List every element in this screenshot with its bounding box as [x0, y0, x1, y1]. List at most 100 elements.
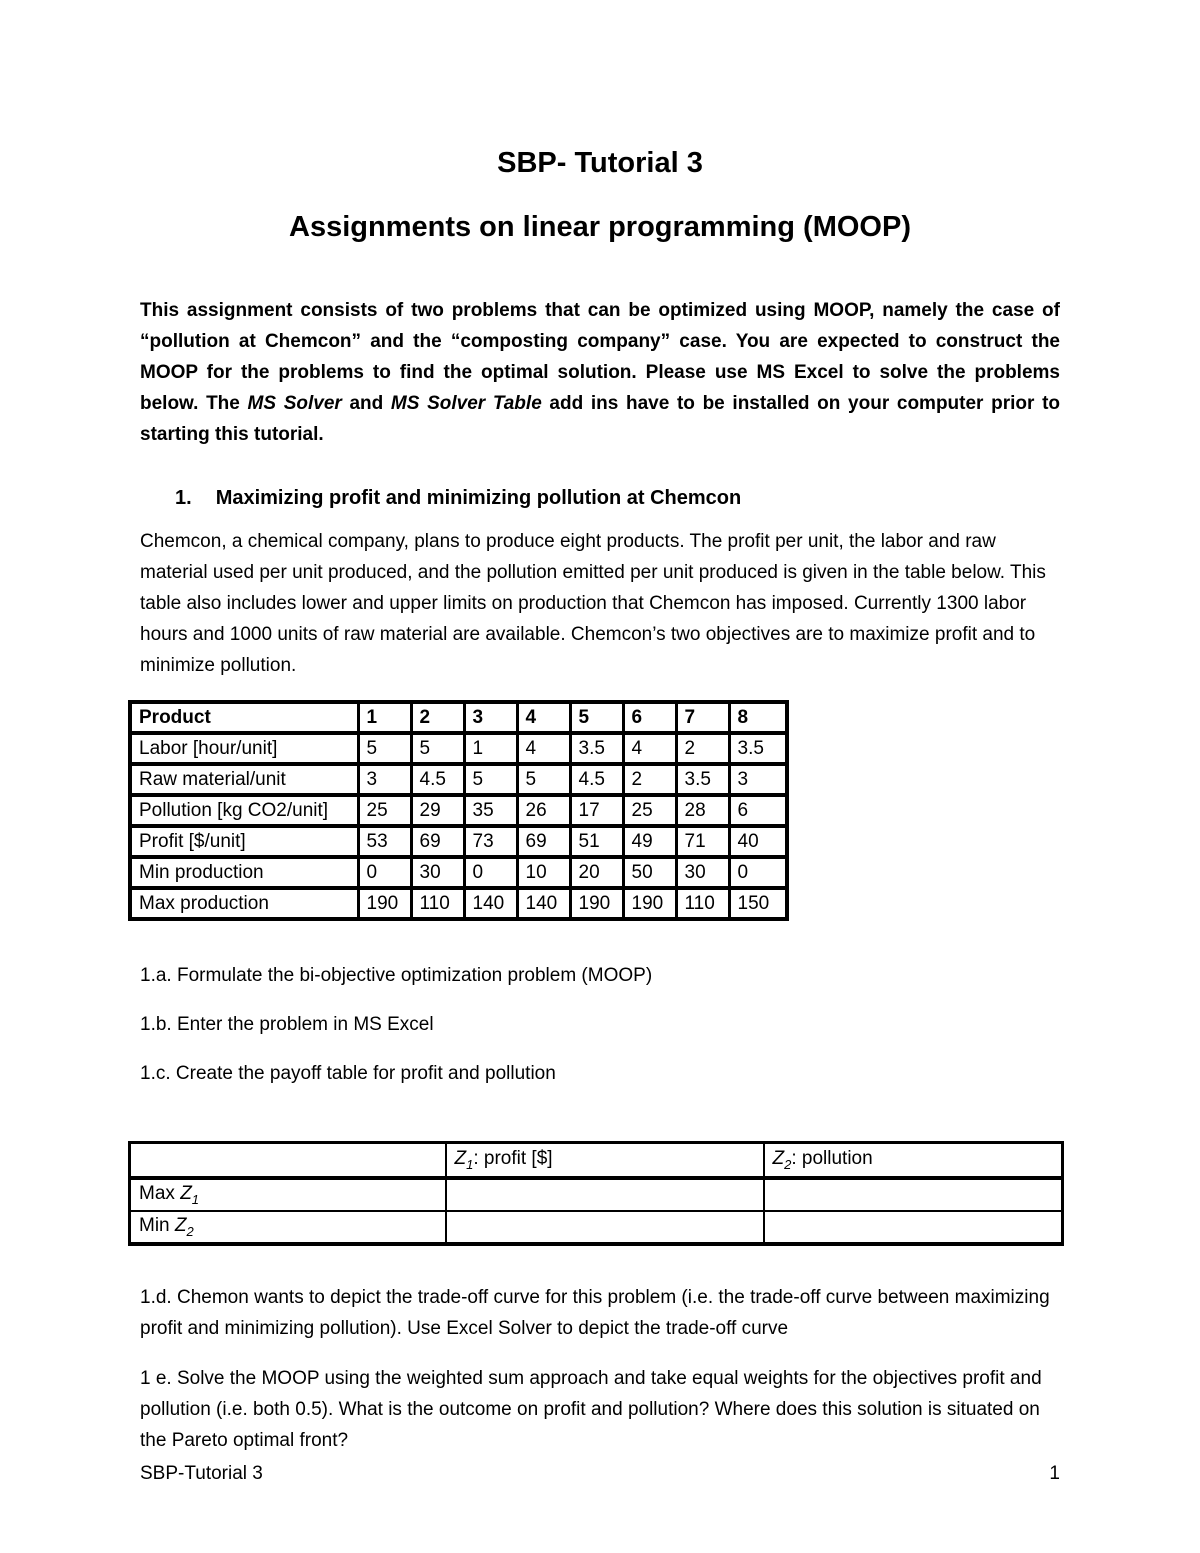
- cell-value: 4: [621, 731, 678, 766]
- cell-value: 53: [356, 824, 413, 859]
- z1-subscript: 1: [191, 1191, 200, 1207]
- payoff-header-pollution: Z2: pollution: [762, 1141, 1064, 1180]
- cell-value: 17: [568, 793, 625, 828]
- intro-text-3: add ins have to be installed on your com…: [140, 393, 1061, 445]
- payoff-empty-cell: [444, 1177, 765, 1212]
- table-row-max-production: Max production 190 110 140 140 190 190 1…: [128, 886, 789, 921]
- payoff-row-label: Max Z1: [128, 1177, 447, 1212]
- cell-value: 5: [462, 762, 519, 797]
- z1-subscript: 1: [466, 1156, 474, 1172]
- cell-value: 190: [621, 886, 678, 921]
- cell-value: 4: [515, 731, 572, 766]
- cell-value: 51: [568, 824, 625, 859]
- cell-value: 20: [568, 855, 625, 890]
- cell-value: 0: [356, 855, 413, 890]
- footer-page-number: 1: [1049, 1463, 1060, 1484]
- cell-value: 4.5: [409, 762, 466, 797]
- cell-value: 30: [674, 855, 731, 890]
- z1-symbol: Z: [454, 1148, 467, 1170]
- table-row-labor: Labor [hour/unit] 5 5 1 4 3.5 4 2 3.5: [128, 731, 789, 766]
- section-1-number: 1.: [175, 487, 192, 509]
- cell-value: 73: [462, 824, 519, 859]
- product-table-header-row: Product 1 2 3 4 5 6 7 8: [128, 700, 789, 735]
- product-col-header: 1: [356, 700, 413, 735]
- cell-value: 29: [409, 793, 466, 828]
- cell-value: 30: [409, 855, 466, 890]
- z2-symbol: Z: [772, 1148, 785, 1170]
- z1-symbol: Z: [180, 1183, 192, 1205]
- cell-value: 110: [674, 886, 731, 921]
- payoff-header-row: Z1: profit [$] Z2: pollution: [128, 1141, 1064, 1180]
- cell-value: 140: [462, 886, 519, 921]
- product-col-header: 4: [515, 700, 572, 735]
- cell-value: 49: [621, 824, 678, 859]
- cell-value: 71: [674, 824, 731, 859]
- cell-value: 25: [621, 793, 678, 828]
- cell-value: 3.5: [727, 731, 789, 766]
- cell-value: 40: [727, 824, 789, 859]
- row-label: Pollution [kg CO2/unit]: [128, 793, 360, 828]
- product-col-header: 8: [727, 700, 789, 735]
- product-col-header: 6: [621, 700, 678, 735]
- row-label: Max production: [128, 886, 360, 921]
- cell-value: 2: [621, 762, 678, 797]
- cell-value: 0: [462, 855, 519, 890]
- product-data-table: Product 1 2 3 4 5 6 7 8 Labor [hour/unit…: [128, 700, 789, 921]
- question-1e: 1 e. Solve the MOOP using the weighted s…: [140, 1368, 1042, 1451]
- z2-subscript: 2: [784, 1156, 792, 1172]
- document-title: SBP- Tutorial 3: [497, 147, 703, 179]
- question-1a: 1.a. Formulate the bi-objective optimiza…: [140, 965, 653, 986]
- cell-value: 2: [674, 731, 731, 766]
- product-col-header: 5: [568, 700, 625, 735]
- cell-value: 25: [356, 793, 413, 828]
- question-1d: 1.d. Chemon wants to depict the trade-of…: [140, 1287, 1050, 1339]
- row-label: Profit [$/unit]: [128, 824, 360, 859]
- cell-value: 3.5: [568, 731, 625, 766]
- question-1c: 1.c. Create the payoff table for profit …: [140, 1063, 556, 1084]
- cell-value: 35: [462, 793, 519, 828]
- cell-value: 4.5: [568, 762, 625, 797]
- cell-value: 26: [515, 793, 572, 828]
- cell-value: 6: [727, 793, 789, 828]
- cell-value: 50: [621, 855, 678, 890]
- payoff-header-profit: Z1: profit [$]: [444, 1141, 765, 1180]
- cell-value: 5: [515, 762, 572, 797]
- max-label: Max: [139, 1183, 181, 1205]
- cell-value: 5: [356, 731, 413, 766]
- cell-value: 0: [727, 855, 789, 890]
- intro-text-2: and: [341, 393, 391, 414]
- row-label: Raw material/unit: [128, 762, 360, 797]
- document-subtitle: Assignments on linear programming (MOOP): [289, 211, 911, 243]
- row-label: Min production: [128, 855, 360, 890]
- payoff-header-pollution-text: : pollution: [791, 1148, 873, 1170]
- intro-italic-ms-solver-table: MS Solver Table: [390, 393, 542, 414]
- cell-value: 110: [409, 886, 466, 921]
- section-1-paragraph: Chemcon, a chemical company, plans to pr…: [140, 531, 1046, 676]
- product-col-header: 3: [462, 700, 519, 735]
- payoff-empty-cell: [762, 1177, 1064, 1212]
- table-row-pollution: Pollution [kg CO2/unit] 25 29 35 26 17 2…: [128, 793, 789, 828]
- section-1-heading: 1. Maximizing profit and minimizing pollu…: [140, 486, 1060, 511]
- cell-value: 10: [515, 855, 572, 890]
- cell-value: 3.5: [674, 762, 731, 797]
- product-col-header: 2: [409, 700, 466, 735]
- payoff-header-profit-text: : profit [$]: [473, 1148, 553, 1170]
- payoff-row-label: Min Z2: [128, 1210, 447, 1246]
- payoff-row-min-z2: Min Z2: [128, 1210, 1064, 1246]
- page-footer: SBP-Tutorial 3 1: [140, 1462, 1060, 1486]
- payoff-corner-cell: [128, 1141, 447, 1180]
- cell-value: 190: [356, 886, 413, 921]
- cell-value: 1: [462, 731, 519, 766]
- intro-italic-ms-solver: MS Solver: [247, 393, 342, 414]
- z2-symbol: Z: [174, 1215, 187, 1237]
- table-row-raw-material: Raw material/unit 3 4.5 5 5 4.5 2 3.5 3: [128, 762, 789, 797]
- payoff-empty-cell: [444, 1210, 765, 1246]
- payoff-empty-cell: [762, 1210, 1064, 1246]
- question-1b: 1.b. Enter the problem in MS Excel: [140, 1014, 434, 1035]
- z2-subscript: 2: [186, 1223, 194, 1239]
- min-label: Min: [139, 1215, 175, 1237]
- cell-value: 190: [568, 886, 625, 921]
- intro-text-1: This assignment consists of two problems…: [140, 300, 1060, 414]
- product-col-header: 7: [674, 700, 731, 735]
